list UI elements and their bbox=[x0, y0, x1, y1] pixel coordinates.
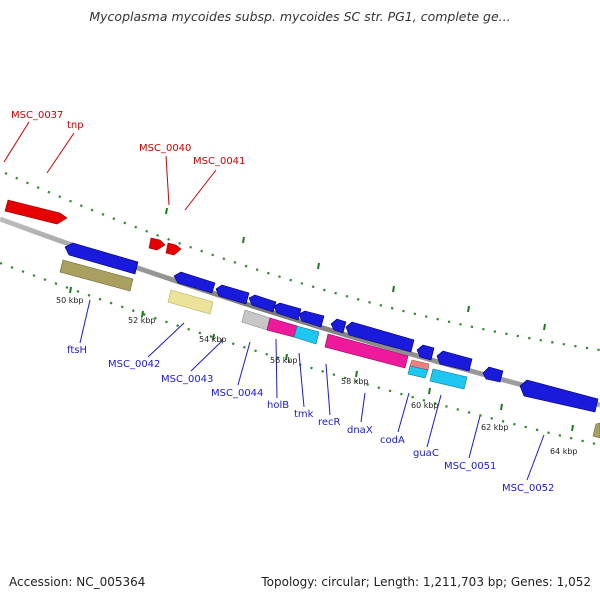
gene-feature-ftsh[interactable] bbox=[64, 242, 139, 275]
gene-feature-msc-0040[interactable] bbox=[148, 237, 166, 251]
gene-feature-msc-0044[interactable] bbox=[248, 294, 277, 313]
feature-block-cyan-1[interactable] bbox=[293, 325, 320, 345]
gene-feature-dnax[interactable] bbox=[345, 321, 415, 353]
gene-label-recr[interactable]: recR bbox=[318, 417, 341, 428]
scale-label-60kbp: 60 kbp bbox=[411, 401, 439, 410]
gene-label-msc-0043[interactable]: MSC_0043 bbox=[161, 374, 213, 385]
feature-block-cyan-2[interactable] bbox=[407, 365, 429, 379]
gene-label-msc-0042[interactable]: MSC_0042 bbox=[108, 359, 160, 370]
gene-label-msc-0037[interactable]: MSC_0037 bbox=[11, 110, 63, 121]
reverse-features-row2 bbox=[59, 259, 600, 439]
gene-feature-holb[interactable] bbox=[273, 302, 302, 321]
outer-tick-track bbox=[4, 171, 600, 352]
gene-feature-msc-0051[interactable] bbox=[482, 366, 504, 383]
gene-feature-tmk[interactable] bbox=[298, 310, 325, 328]
gene-feature-coda[interactable] bbox=[416, 344, 435, 361]
feature-block-cyan-3[interactable] bbox=[429, 368, 468, 390]
scale-label-56kbp: 56 kbp bbox=[270, 356, 298, 365]
gene-label-coda[interactable]: codA bbox=[380, 435, 405, 446]
gene-feature-msc-0052[interactable] bbox=[519, 379, 599, 413]
gene-label-guac[interactable]: guaC bbox=[413, 448, 439, 459]
gene-feature-guac[interactable] bbox=[436, 350, 473, 372]
scale-label-62kbp: 62 kbp bbox=[481, 423, 509, 432]
scale-label-54kbp: 54 kbp bbox=[199, 335, 227, 344]
forward-features bbox=[4, 199, 182, 256]
gene-feature-msc-0041[interactable] bbox=[165, 242, 182, 256]
feature-block-grey[interactable] bbox=[241, 309, 271, 331]
reverse-label-leaders bbox=[79, 299, 545, 481]
scale-label-58kbp: 58 kbp bbox=[341, 377, 369, 386]
gene-label-msc-0051[interactable]: MSC_0051 bbox=[444, 461, 496, 472]
forward-label-leaders bbox=[3, 121, 217, 211]
gene-label-dnax[interactable]: dnaX bbox=[347, 425, 373, 436]
gene-feature-recr[interactable] bbox=[330, 318, 347, 334]
feature-block-cream[interactable] bbox=[167, 289, 214, 315]
feature-block-olive[interactable] bbox=[59, 259, 134, 292]
feature-block-olive-2[interactable] bbox=[592, 422, 600, 439]
gene-label-msc-0041[interactable]: MSC_0041 bbox=[193, 156, 245, 167]
gene-label-tnp[interactable]: tnp bbox=[67, 120, 84, 131]
gene-feature-msc-0042[interactable] bbox=[173, 271, 216, 294]
gene-label-holb[interactable]: holB bbox=[267, 400, 289, 411]
gene-label-msc-0052[interactable]: MSC_0052 bbox=[502, 483, 554, 494]
accession-text: Accession: NC_005364 bbox=[9, 575, 146, 589]
scale-label-50kbp: 50 kbp bbox=[56, 296, 84, 305]
genome-summary-text: Topology: circular; Length: 1,211,703 bp… bbox=[261, 575, 591, 589]
feature-block-pink-2[interactable] bbox=[324, 333, 409, 369]
scale-label-52kbp: 52 kbp bbox=[128, 316, 156, 325]
page-title: Mycoplasma mycoides subsp. mycoides SC s… bbox=[89, 9, 511, 24]
gene-feature-msc-0043[interactable] bbox=[215, 284, 250, 305]
gene-label-msc-0044[interactable]: MSC_0044 bbox=[211, 388, 263, 399]
gene-label-msc-0040[interactable]: MSC_0040 bbox=[139, 143, 191, 154]
gene-label-tmk[interactable]: tmk bbox=[294, 409, 314, 420]
scale-label-64kbp: 64 kbp bbox=[550, 447, 578, 456]
gene-label-ftsh[interactable]: ftsH bbox=[67, 345, 87, 356]
reverse-features-row1 bbox=[64, 242, 599, 413]
gene-feature-msc-0037[interactable] bbox=[4, 199, 68, 225]
